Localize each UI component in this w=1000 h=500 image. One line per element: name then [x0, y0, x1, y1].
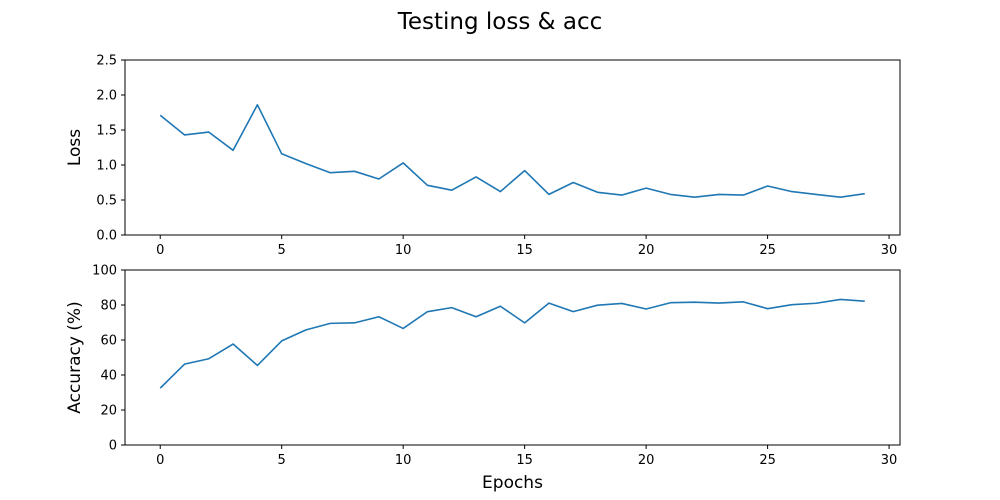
- x-tick-label-loss: 30: [881, 243, 898, 258]
- y-tick-label-loss: 0.0: [96, 229, 117, 244]
- x-axis-label-accuracy: Epochs: [482, 473, 543, 493]
- y-axis-label-loss: Loss: [65, 129, 85, 166]
- x-tick-label-accuracy: 30: [881, 453, 898, 468]
- axes-frame-loss: [124, 59, 901, 236]
- axes-frame-accuracy: [124, 269, 901, 446]
- y-tick-label-loss: 2.5: [96, 54, 117, 69]
- y-tick-label-loss: 0.5: [96, 194, 117, 209]
- subplots: 0 5 10 15 20 25 30 0.0 0.5 1.0 1.5 2.0 2.5 Loss 0 5 10 15…: [65, 54, 901, 493]
- series-line-loss: [159, 104, 865, 198]
- x-tick-label-accuracy: 10: [395, 453, 412, 468]
- x-tick-label-accuracy: 20: [638, 453, 655, 468]
- y-tick-label-accuracy: 40: [100, 369, 117, 384]
- x-tick-label-accuracy: 25: [759, 453, 776, 468]
- series-line-accuracy: [159, 298, 865, 389]
- x-tick-label-loss: 20: [638, 243, 655, 258]
- x-tick-label-accuracy: 0: [156, 453, 164, 468]
- y-tick-label-loss: 2.0: [96, 89, 117, 104]
- subplot-accuracy: 0 5 10 15 20 25 30 0 20 40 60 80 100 Accuracy (%) Epoc…: [65, 264, 901, 493]
- y-tick-label-accuracy: 60: [100, 334, 117, 349]
- x-tick-label-loss: 10: [395, 243, 412, 258]
- x-tick-label-loss: 0: [156, 243, 164, 258]
- y-tick-label-loss: 1.5: [96, 124, 117, 139]
- subplot-loss: 0 5 10 15 20 25 30 0.0 0.5 1.0 1.5 2.0 2.5 Loss: [65, 54, 901, 258]
- figure-title: Testing loss & acc: [397, 9, 603, 35]
- x-tick-label-loss: 5: [278, 243, 286, 258]
- y-axis-label-accuracy: Accuracy (%): [65, 301, 85, 413]
- y-tick-label-loss: 1.0: [96, 159, 117, 174]
- x-tick-label-loss: 25: [759, 243, 776, 258]
- x-tick-label-loss: 15: [516, 243, 533, 258]
- y-tick-label-accuracy: 80: [100, 299, 117, 314]
- x-tick-label-accuracy: 15: [516, 453, 533, 468]
- y-tick-label-accuracy: 20: [100, 404, 117, 419]
- y-tick-label-accuracy: 100: [92, 264, 117, 279]
- y-tick-label-accuracy: 0: [109, 439, 117, 454]
- x-tick-label-accuracy: 5: [278, 453, 286, 468]
